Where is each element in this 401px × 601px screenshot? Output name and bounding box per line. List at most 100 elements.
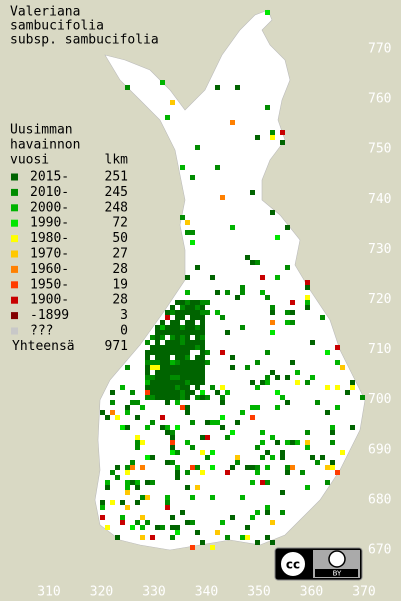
square <box>145 390 150 395</box>
square <box>255 385 260 390</box>
square <box>350 385 355 390</box>
square <box>245 535 250 540</box>
square <box>185 380 190 385</box>
square <box>280 395 285 400</box>
square <box>180 165 185 170</box>
square <box>255 405 260 410</box>
square <box>125 410 130 415</box>
cc-icon <box>279 550 307 578</box>
square <box>200 325 205 330</box>
square <box>205 350 210 355</box>
square <box>260 290 265 295</box>
square <box>195 325 200 330</box>
square <box>170 370 175 375</box>
square <box>170 310 175 315</box>
square <box>195 310 200 315</box>
square <box>330 440 335 445</box>
square <box>180 350 185 355</box>
square <box>250 260 255 265</box>
square <box>270 320 275 325</box>
square <box>190 345 195 350</box>
square <box>135 440 140 445</box>
legend-swatch <box>11 312 18 320</box>
square <box>140 515 145 520</box>
square <box>180 405 185 410</box>
legend-label: 2000- <box>30 200 69 215</box>
square <box>270 135 275 140</box>
square <box>185 230 190 235</box>
square <box>270 455 275 460</box>
square <box>200 370 205 375</box>
square <box>240 285 245 290</box>
square <box>325 410 330 415</box>
square <box>170 365 175 370</box>
square <box>200 305 205 310</box>
square <box>305 295 310 300</box>
square <box>125 405 130 410</box>
square <box>175 380 180 385</box>
square <box>145 385 150 390</box>
square <box>130 390 135 395</box>
legend-swatch <box>11 173 18 181</box>
square <box>165 380 170 385</box>
square <box>285 400 290 405</box>
square <box>200 365 205 370</box>
square <box>335 405 340 410</box>
square <box>220 415 225 420</box>
square <box>175 355 180 360</box>
square <box>185 220 190 225</box>
total-label: Yhteensä <box>12 339 75 354</box>
square <box>125 465 130 470</box>
square <box>145 480 150 485</box>
square <box>165 115 170 120</box>
square <box>195 530 200 535</box>
square <box>205 420 210 425</box>
square <box>185 385 190 390</box>
square <box>225 290 230 295</box>
square <box>155 340 160 345</box>
square <box>180 215 185 220</box>
square <box>175 300 180 305</box>
square <box>225 470 230 475</box>
square <box>205 300 210 305</box>
square <box>195 345 200 350</box>
square <box>200 350 205 355</box>
legend-label: 1900- <box>30 293 69 308</box>
square <box>130 465 135 470</box>
square <box>200 335 205 340</box>
square <box>305 280 310 285</box>
square <box>170 385 175 390</box>
square <box>280 455 285 460</box>
square <box>175 390 180 395</box>
square <box>280 450 285 455</box>
square <box>160 370 165 375</box>
square <box>125 490 130 495</box>
square <box>290 465 295 470</box>
y-tick-label: 710 <box>368 342 391 357</box>
square <box>350 380 355 385</box>
square <box>155 370 160 375</box>
square <box>195 375 200 380</box>
square <box>150 345 155 350</box>
square <box>285 310 290 315</box>
square <box>190 545 195 550</box>
square <box>165 505 170 510</box>
square <box>150 375 155 380</box>
square <box>340 365 345 370</box>
square <box>210 495 215 500</box>
square <box>170 380 175 385</box>
square <box>220 350 225 355</box>
square <box>265 465 270 470</box>
square <box>165 390 170 395</box>
y-tick-label: 750 <box>368 142 391 157</box>
square <box>265 505 270 510</box>
legend-swatch <box>11 265 18 273</box>
legend-count: 19 <box>112 277 128 292</box>
square <box>175 345 180 350</box>
square <box>265 350 270 355</box>
square <box>225 330 230 335</box>
square <box>150 385 155 390</box>
square <box>185 330 190 335</box>
square <box>250 415 255 420</box>
square <box>160 395 165 400</box>
